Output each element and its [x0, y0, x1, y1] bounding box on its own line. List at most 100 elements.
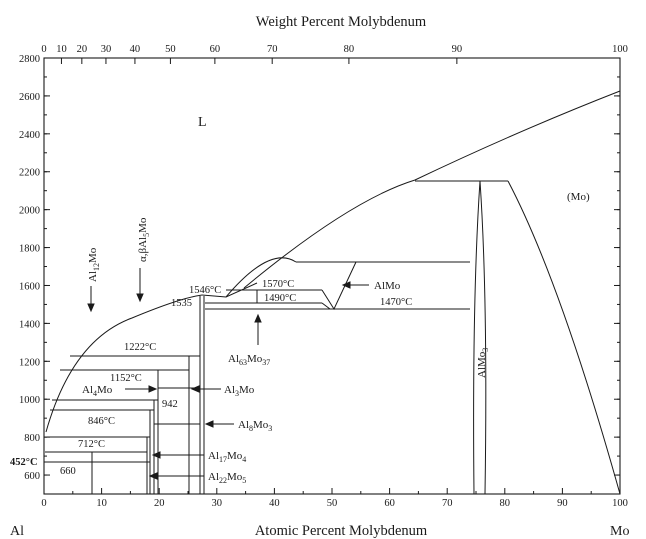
- al17mo4-sub1: 17: [219, 455, 227, 464]
- temp-1222: 1222°C: [124, 342, 156, 353]
- y-tick-label: 1800: [19, 244, 40, 255]
- almo-field-lower: [321, 302, 331, 310]
- al22mo5-sub2: 5: [242, 476, 246, 485]
- almo3-left: [473, 180, 481, 495]
- almo-label: AlMo: [374, 280, 401, 292]
- liquidus-upper: [243, 90, 621, 289]
- tick-labels: 0 10 20 30 40 50 60 70 80 90 1000 10 20 30 40 50 60 70 80 9…: [19, 44, 628, 509]
- almo-field: [321, 261, 357, 311]
- liquid-label: L: [198, 115, 207, 130]
- bottom-tick-label: 50: [327, 498, 338, 509]
- temp-660: 660: [60, 466, 76, 477]
- al3mo-label: Al3Mo: [224, 384, 255, 398]
- al63mo37-sub2: 37: [262, 358, 270, 367]
- temp-942: 942: [162, 399, 178, 410]
- al63mo37-sub1: 63: [239, 358, 247, 367]
- plot-frame: [43, 57, 621, 495]
- al4mo-tail: Mo: [97, 384, 113, 396]
- al8mo3-label: Al8Mo3: [238, 419, 272, 433]
- liquidus-bump: [225, 257, 297, 298]
- al63mo37-label: Al63Mo37: [228, 353, 270, 367]
- al4mo-label: Al4Mo: [82, 384, 113, 398]
- al5mo-tail: Mo: [137, 217, 149, 233]
- y-tick-label: 2400: [19, 130, 40, 141]
- top-tick-label: 100: [612, 44, 628, 55]
- top-tick-label: 0: [41, 44, 46, 55]
- y-tick-label: 600: [24, 471, 40, 482]
- temp-1570: 1570°C: [262, 279, 294, 290]
- al63mo37-arrow-head: [254, 313, 262, 323]
- temp-1152: 1152°C: [110, 373, 142, 384]
- al8mo3-sub1: 8: [249, 424, 253, 433]
- y-tick-label: 1400: [19, 319, 40, 330]
- temp-1546: 1546°C: [189, 285, 221, 296]
- temp-712: 712°C: [78, 439, 105, 450]
- top-tick-label: 30: [101, 44, 112, 55]
- al22mo5-mid: Mo: [227, 471, 243, 483]
- phase-boundaries: [44, 90, 621, 495]
- bottom-tick-label: 60: [384, 498, 395, 509]
- al5mo-sub: 5: [142, 233, 151, 237]
- al3mo-base: Al: [224, 384, 235, 396]
- al8mo3-sub2: 3: [268, 424, 272, 433]
- al12mo-tail: Mo: [87, 247, 99, 263]
- al5mo-arrow-head: [136, 293, 144, 303]
- mo-solvus: [507, 180, 621, 495]
- al5mo-pre: α,βAl: [137, 237, 149, 262]
- al4mo-arrow-head: [148, 385, 158, 393]
- y-tick-label: 1600: [19, 281, 40, 292]
- al63mo37-mid: Mo: [247, 353, 263, 365]
- almo3-right: [479, 180, 487, 495]
- al22mo5-arrow-head: [148, 472, 158, 480]
- al8mo3-base: Al: [238, 419, 249, 431]
- al4mo-base: Al: [82, 384, 93, 396]
- bottom-tick-label: 90: [557, 498, 568, 509]
- al12mo-sub: 12: [92, 263, 101, 271]
- left-element-label: Al: [10, 524, 24, 539]
- al63mo37-base: Al: [228, 353, 239, 365]
- bottom-tick-label: 100: [612, 498, 628, 509]
- al17mo4-sub2: 4: [242, 455, 246, 464]
- top-tick-label: 60: [210, 44, 221, 55]
- al3mo-arrow-head: [190, 385, 200, 393]
- temp-1535: 1535: [171, 298, 192, 309]
- top-tick-label: 90: [452, 44, 463, 55]
- temp-1490: 1490°C: [264, 293, 296, 304]
- liquidus-al-side: [45, 294, 203, 433]
- top-tick-label: 80: [344, 44, 355, 55]
- arrows: [87, 268, 369, 480]
- al17mo4-arrow-head: [151, 451, 161, 459]
- y-tick-label: 800: [24, 433, 40, 444]
- y-tick-label: 2200: [19, 168, 40, 179]
- almo3-label: AlMo3: [476, 348, 490, 378]
- al12mo-label: Al12Mo: [87, 247, 101, 282]
- al5mo-label: α,βAl5Mo: [137, 217, 151, 262]
- al22mo5-sub1: 22: [219, 476, 227, 485]
- bottom-tick-label: 40: [269, 498, 280, 509]
- al12mo-base: Al: [87, 271, 99, 282]
- bottom-tick-label: 30: [212, 498, 223, 509]
- al4mo-sub: 4: [93, 389, 97, 398]
- al17mo4-mid: Mo: [227, 450, 243, 462]
- y-tick-label: 2600: [19, 92, 40, 103]
- y-tick-label: 2000: [19, 206, 40, 217]
- al3mo-sub: 3: [235, 389, 239, 398]
- top-tick-label: 20: [77, 44, 88, 55]
- bottom-tick-label: 70: [442, 498, 453, 509]
- al12mo-arrow-head: [87, 303, 95, 313]
- svg-text:α,βAl5Mo: α,βAl5Mo: [137, 217, 151, 262]
- al17mo4-base: Al: [208, 450, 219, 462]
- top-tick-label: 10: [56, 44, 67, 55]
- almo-arrow-head: [341, 281, 351, 289]
- y-tick-label: 1200: [19, 357, 40, 368]
- y-tick-label: 1000: [19, 395, 40, 406]
- top-axis-title: Weight Percent Molybdenum: [256, 14, 427, 30]
- temp-846: 846°C: [88, 416, 115, 427]
- al8mo3-mid: Mo: [253, 419, 269, 431]
- temp-1470: 1470°C: [380, 297, 412, 308]
- right-element-label: Mo: [610, 524, 629, 539]
- top-tick-label: 40: [130, 44, 141, 55]
- al8mo3-arrow-head: [204, 420, 214, 428]
